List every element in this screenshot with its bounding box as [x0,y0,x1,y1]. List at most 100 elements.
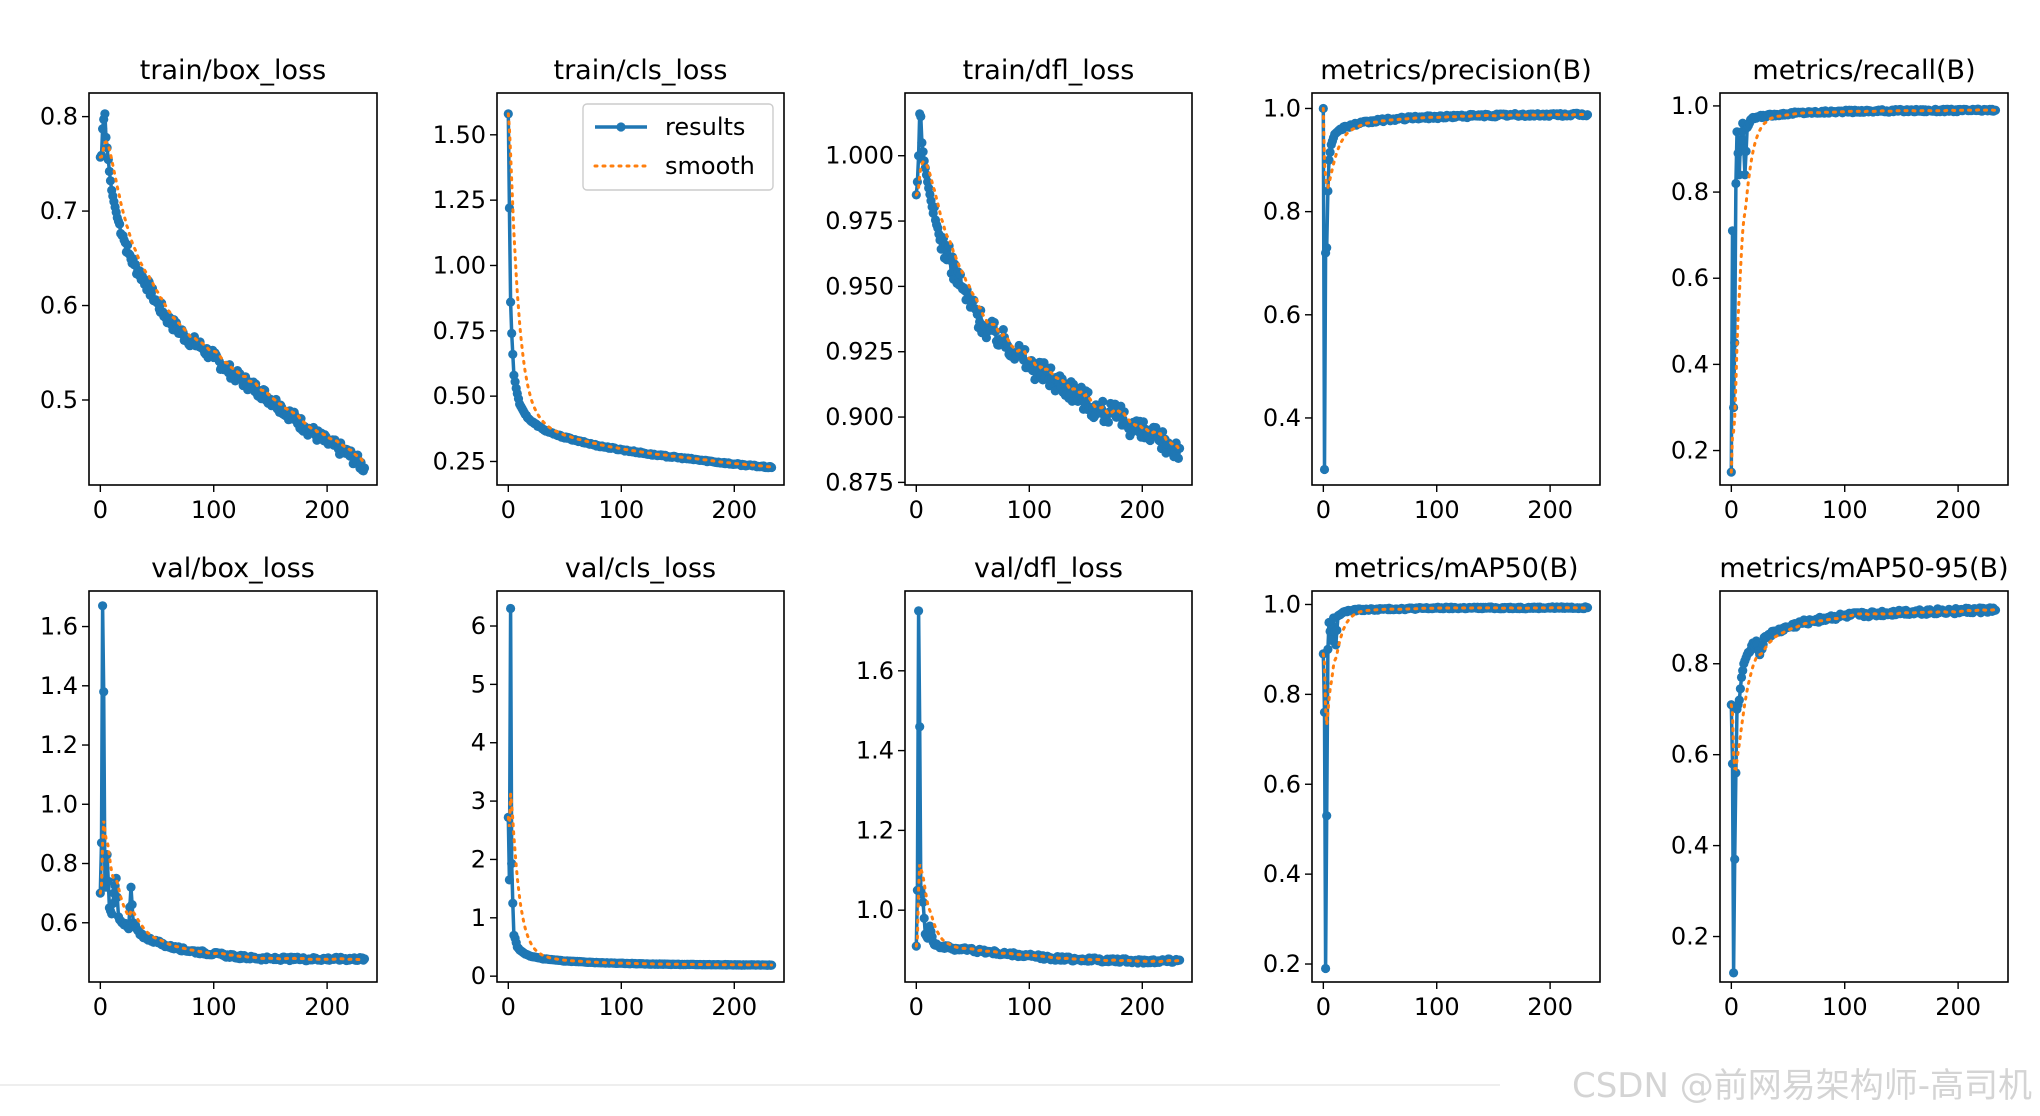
results-marker [1098,396,1108,406]
results-line [1729,107,1997,473]
results-marker [1138,417,1148,427]
y-tick-label: 0.4 [1671,832,1709,860]
smooth-line [1729,608,1997,772]
x-tick-label: 100 [191,993,237,1021]
subplot-5: 0 100 200 0.2 0.4 0.6 0.8 1.0 metrics/recall(B) [1671,55,2009,524]
results-marker [99,687,109,697]
results-line [914,609,1181,965]
results-marker [1175,955,1185,965]
subplot-3: 0 100 200 0.875 0.900 0.925 0.950 0.975 1.000 tra… [825,55,1193,524]
y-tick-label: 0.6 [40,292,78,320]
subplot-6: 0 100 200 0.6 0.8 1.0 1.2 1.4 1.6 val/box_loss [40,553,378,1021]
x-tick-label: 200 [304,496,350,524]
results-marker [1990,605,2001,615]
results-marker [1582,603,1593,613]
results-marker [1324,155,1334,165]
results-marker [359,954,370,964]
x-tick-label: 200 [1527,496,1573,524]
results-marker [1332,625,1342,635]
y-tick-label: 1.00 [433,251,486,279]
results-marker [916,111,926,122]
y-tick-label: 0.75 [433,317,486,345]
x-tick-label: 0 [93,496,108,524]
y-tick-label: 1.0 [1671,92,1709,120]
subplot-title: metrics/mAP50(B) [1333,553,1578,584]
plot-area [911,109,1185,463]
x-tick-label: 100 [1006,993,1052,1021]
y-tick-label: 1.0 [856,896,894,924]
results-marker [947,252,958,262]
results-markers [1318,602,1593,974]
results-marker [103,876,113,886]
x-tick-label: 200 [1935,496,1981,524]
x-tick-label: 100 [191,496,237,524]
results-marker [506,297,516,307]
y-tick-label: 1.0 [1263,94,1301,122]
results-marker [1731,768,1741,778]
subplot-title: metrics/mAP50-95(B) [1719,553,2008,584]
y-tick-label: 0.8 [1263,198,1301,226]
results-marker [915,722,925,732]
subplot-4: 0 100 200 0.4 0.6 0.8 1.0 metrics/precision(B) [1263,55,1601,524]
results-marker [506,603,516,614]
results-marker [1323,644,1333,655]
y-tick-label: 0.2 [1671,923,1709,951]
y-tick-label: 0.8 [1263,680,1301,708]
x-tick-label: 200 [1119,496,1165,524]
smooth-line [1321,606,1589,725]
legend-smooth-label: smooth [665,152,755,180]
results-marker [1727,226,1738,236]
x-tick-label: 0 [1724,993,1739,1021]
smooth-line [98,140,366,465]
results-marker [98,124,108,134]
results-line [1729,606,1997,975]
x-tick-label: 100 [598,496,644,524]
results-markers [95,601,370,966]
y-tick-label: 0.8 [1671,650,1709,678]
x-tick-label: 0 [909,993,924,1021]
results-marker [508,349,518,359]
plot-area [503,603,777,970]
smooth-line [506,112,774,469]
results-marker [1730,854,1740,864]
x-tick-label: 100 [1006,496,1052,524]
results-line [506,606,773,968]
subplot-title: train/cls_loss [553,55,727,86]
results-marker [1734,695,1744,705]
x-tick-label: 0 [1316,496,1331,524]
smooth-line [506,793,774,967]
subplot-title: val/dfl_loss [974,553,1123,584]
x-tick-label: 0 [1316,993,1331,1021]
results-marker [1731,178,1741,189]
results-marker [105,176,116,186]
y-tick-label: 1.6 [856,657,894,685]
legend-results-label: results [665,113,745,141]
subplot-title: metrics/recall(B) [1752,55,1975,86]
plot-area [911,606,1185,968]
results-marker [104,166,114,176]
axes-frame [496,590,785,983]
x-tick-label: 0 [1724,496,1739,524]
axes-frame [904,92,1193,486]
results-markers [95,109,370,476]
y-tick-label: 0.8 [40,850,78,878]
smooth-line [1729,108,1997,474]
results-marker [100,109,110,119]
x-tick-label: 100 [1414,993,1460,1021]
plot-area [1726,104,2001,477]
y-tick-label: 1.4 [856,737,894,765]
plot-area [95,109,370,476]
y-tick-label: 1.2 [856,816,894,844]
watermark: CSDN @前网易架构师-高司机 [1571,1066,2032,1106]
y-tick-label: 1 [471,904,486,932]
subplot-2: 0 100 200 0.25 0.50 0.75 1.00 1.25 1.50 train/cls… [433,55,785,524]
plot-area [503,109,777,473]
y-tick-label: 0.25 [433,447,486,475]
results-marker [1735,684,1745,694]
y-tick-label: 0.875 [825,468,894,496]
y-tick-label: 1.0 [1263,590,1301,618]
subplot-9: 0 100 200 0.2 0.4 0.6 0.8 1.0 metrics/mAP50(B) [1263,553,1601,1021]
x-tick-label: 0 [909,496,924,524]
subplot-7: 0 100 200 0 1 2 3 4 5 6 val/cls_loss [471,553,785,1021]
results-marker [1738,666,1748,676]
